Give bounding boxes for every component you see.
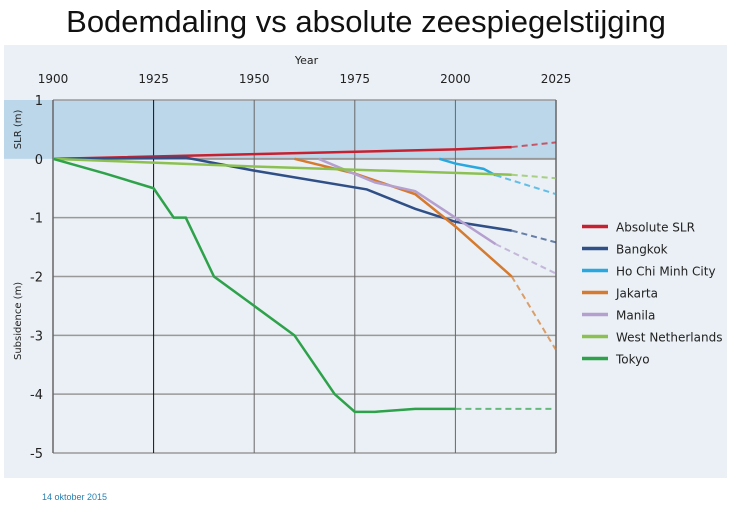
series-line-ho-chi-minh-city — [438, 157, 497, 177]
series-projection-absolute-slr — [511, 141, 557, 149]
y-tick-label: -3 — [30, 329, 43, 344]
x-tick-label: 1900 — [38, 72, 69, 86]
legend-label-tokyo: Tokyo — [615, 352, 650, 366]
x-tick-label: 2025 — [541, 72, 572, 86]
line-chart: 1 0 -1 -2 -3 -4 -5 1900 1925 1950 1975 2000 2025 Year… — [4, 54, 722, 462]
series-line-manila — [318, 157, 497, 246]
y-tick-label: -5 — [30, 447, 43, 462]
series-projection-ho-chi-minh-city — [495, 174, 557, 196]
legend-label-jakarta: Jakarta — [615, 286, 658, 300]
legend-label-bangkok: Bangkok — [616, 242, 668, 256]
x-tick-label: 1950 — [239, 72, 270, 86]
y-axis-label-bottom: Subsidence (m) — [13, 282, 24, 360]
legend-label-manila: Manila — [616, 308, 655, 322]
y-tick-label: 0 — [35, 153, 43, 168]
series-line-absolute-slr — [52, 145, 512, 161]
legend-label-absolute-slr: Absolute SLR — [616, 220, 695, 234]
x-tick-label: 1925 — [138, 72, 169, 86]
y-tick-label: -2 — [30, 271, 43, 286]
slr-band — [4, 100, 556, 159]
series-projection-manila — [495, 243, 557, 275]
y-axis-label-top: SLR (m) — [13, 110, 24, 150]
slide-title: Bodemdaling vs absolute zeespiegelstijgi… — [66, 4, 666, 39]
series-line-tokyo — [52, 157, 456, 414]
y-tick-label: -1 — [30, 212, 43, 227]
series-projection-west-netherlands — [511, 173, 557, 180]
x-tick-label: 2000 — [440, 72, 471, 86]
series-line-bangkok — [52, 156, 512, 232]
footer-date: 14 oktober 2015 — [42, 492, 108, 502]
series-projection-jakarta — [510, 275, 557, 351]
series-projection-bangkok — [511, 229, 557, 244]
chart-panel: 1 0 -1 -2 -3 -4 -5 1900 1925 1950 1975 2000 2025 Year… — [4, 45, 727, 478]
legend-label-west-netherlands: West Netherlands — [616, 330, 722, 344]
x-tick-label: 1975 — [340, 72, 371, 86]
y-tick-label: 1 — [35, 94, 43, 109]
x-axis-label: Year — [294, 54, 319, 67]
legend-label-ho-chi-minh-city: Ho Chi Minh City — [616, 264, 716, 278]
series-line-west-netherlands — [52, 157, 512, 176]
y-tick-label: -4 — [30, 388, 43, 403]
